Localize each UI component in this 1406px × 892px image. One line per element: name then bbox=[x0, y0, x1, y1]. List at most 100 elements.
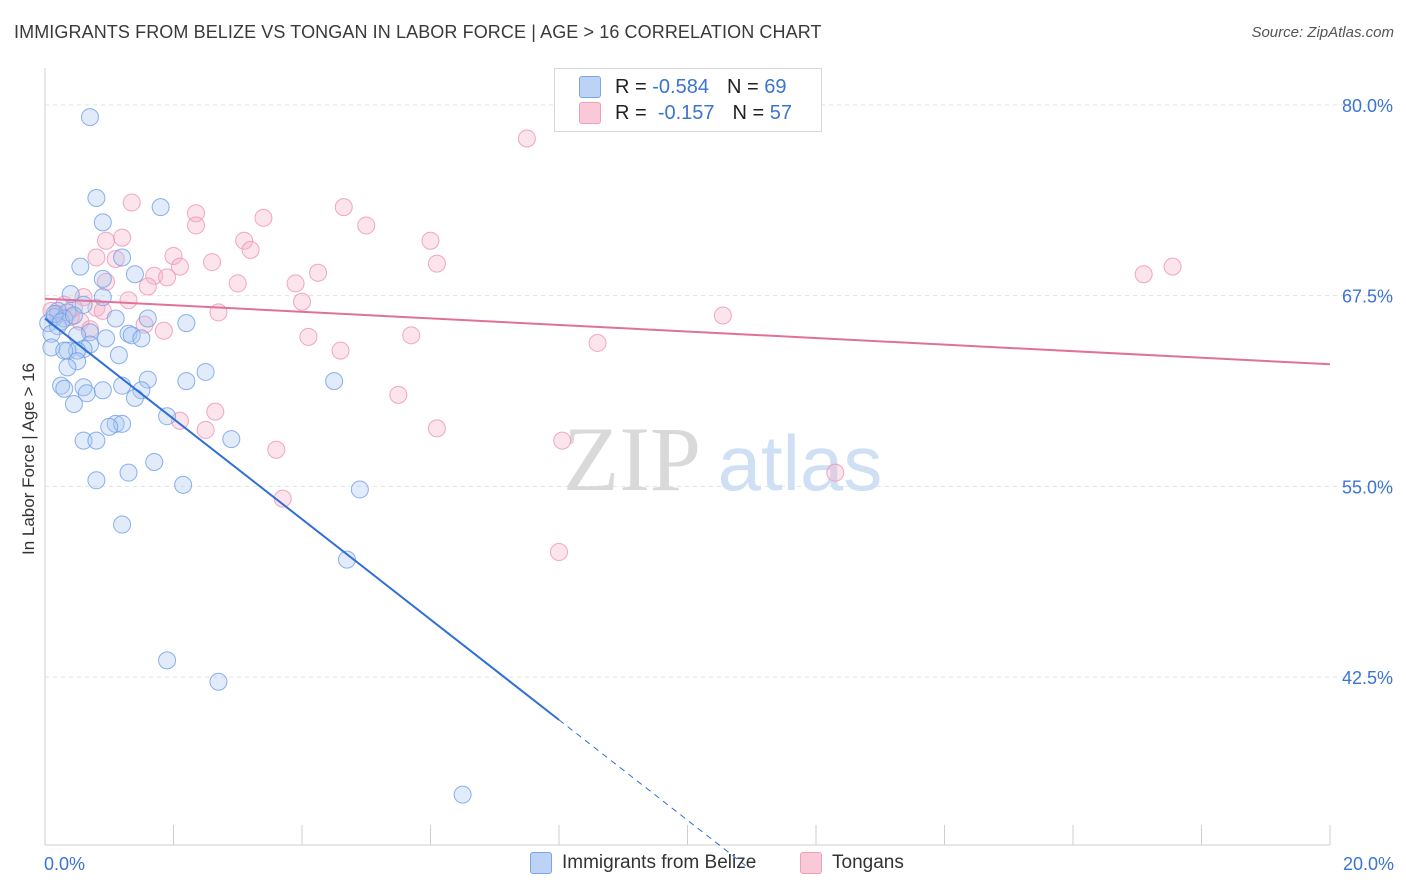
tongan-point bbox=[228, 274, 247, 293]
legend-n-label: N = bbox=[726, 75, 759, 98]
legend-swatch-tongan bbox=[579, 102, 601, 124]
tongan-point bbox=[550, 543, 568, 562]
tongan-point bbox=[1134, 265, 1153, 284]
tongan-point bbox=[267, 440, 286, 459]
belize-point bbox=[45, 304, 64, 323]
belize-point bbox=[93, 381, 112, 400]
tongan-point bbox=[427, 254, 446, 273]
tongan-point bbox=[427, 419, 446, 438]
belize-point bbox=[125, 265, 144, 284]
watermark-zip: ZIP bbox=[563, 408, 701, 510]
belize-point bbox=[138, 370, 157, 389]
belize-point bbox=[55, 379, 74, 398]
belize-point bbox=[209, 672, 228, 691]
belize-point bbox=[52, 376, 71, 395]
belize-point bbox=[122, 326, 141, 345]
tongan-point bbox=[553, 431, 572, 450]
legend-r-label: R = bbox=[615, 75, 647, 98]
tongan-point bbox=[170, 257, 189, 276]
legend-r-value: -0.584 bbox=[652, 75, 709, 98]
legend-r-label: R = bbox=[615, 101, 647, 124]
tongan-point bbox=[97, 231, 116, 250]
trend-lines bbox=[44, 297, 1331, 869]
y-tick-label: 80.0% bbox=[1342, 96, 1393, 116]
tongan-point bbox=[357, 216, 376, 235]
tongan-point bbox=[331, 341, 350, 360]
belize-point bbox=[39, 314, 58, 333]
belize-point bbox=[109, 346, 128, 365]
tongan-point bbox=[286, 274, 305, 293]
y-tick-label: 55.0% bbox=[1342, 477, 1393, 497]
belize-point bbox=[132, 329, 151, 348]
belize-point bbox=[87, 471, 106, 490]
belize-point bbox=[97, 329, 116, 348]
tick-labels: 42.5% 55.0% 67.5% 80.0% 0.0% 20.0% bbox=[44, 96, 1394, 874]
tongan-point bbox=[517, 129, 536, 148]
legend-row-tongan: R = -0.157 N = 57 bbox=[579, 101, 792, 125]
watermark: ZIP atlas bbox=[563, 408, 882, 510]
belize-point bbox=[93, 213, 112, 232]
belize-point bbox=[158, 407, 177, 426]
legend-item-belize: Immigrants from Belize bbox=[530, 852, 756, 874]
tongan-point bbox=[334, 198, 353, 217]
belize-point bbox=[80, 108, 99, 127]
belize-point bbox=[106, 309, 125, 328]
belize-point bbox=[113, 515, 132, 534]
tongan-point bbox=[138, 277, 157, 296]
legend-item-tongan: Tongans bbox=[800, 852, 904, 874]
belize-point bbox=[61, 285, 80, 304]
tongan-point bbox=[299, 327, 318, 346]
belize-point bbox=[100, 417, 119, 436]
tongan-point bbox=[1163, 257, 1182, 276]
belize-point bbox=[64, 306, 83, 325]
tongan-point bbox=[235, 231, 254, 250]
chart-title: IMMIGRANTS FROM BELIZE VS TONGAN IN LABO… bbox=[14, 22, 822, 42]
tongan-point bbox=[588, 333, 607, 352]
tongan-point bbox=[402, 326, 421, 345]
watermark-atlas: atlas bbox=[718, 419, 883, 507]
belize-point bbox=[337, 550, 356, 569]
belize-point bbox=[58, 358, 77, 377]
grid-lines bbox=[45, 104, 1392, 678]
tongan-point bbox=[196, 420, 215, 439]
belize-point bbox=[93, 288, 112, 307]
legend-swatch-belize bbox=[530, 852, 552, 874]
x-tick-label: 0.0% bbox=[44, 854, 85, 874]
tongan-point bbox=[122, 193, 141, 212]
legend-swatch-tongan bbox=[800, 852, 822, 874]
belize-point bbox=[87, 431, 106, 450]
belize-point bbox=[68, 352, 87, 371]
tongan-point bbox=[106, 250, 125, 269]
legend-swatch-belize bbox=[579, 76, 601, 98]
tongan-point bbox=[186, 204, 205, 223]
belize-point bbox=[177, 372, 196, 391]
tongan-point bbox=[293, 292, 311, 311]
y-tick-label: 42.5% bbox=[1342, 668, 1393, 688]
belize-point bbox=[177, 314, 196, 333]
tongan-point bbox=[389, 385, 408, 404]
source-label: Source: ZipAtlas.com bbox=[1251, 24, 1394, 41]
correlation-legend: R = -0.584 N = 69 R = -0.157 N = 57 bbox=[554, 68, 822, 132]
tongan-point bbox=[826, 463, 845, 482]
tongan-point bbox=[158, 268, 177, 287]
belize-point bbox=[64, 394, 83, 413]
legend-n-value: 69 bbox=[764, 75, 787, 98]
belize-point bbox=[93, 269, 112, 288]
x-tick-label: 20.0% bbox=[1343, 854, 1394, 874]
tongan-point bbox=[309, 263, 328, 282]
legend-r-value: -0.157 bbox=[657, 101, 715, 124]
tongan-point bbox=[154, 321, 173, 340]
legend-label-tongan: Tongans bbox=[832, 852, 904, 873]
tongan-point bbox=[203, 253, 222, 272]
belize-point bbox=[222, 430, 241, 449]
belize-trend-extension bbox=[558, 719, 749, 869]
tongan-point bbox=[241, 240, 260, 259]
tongan-point bbox=[254, 208, 273, 227]
belize-point bbox=[74, 431, 93, 450]
tongan-point bbox=[421, 231, 440, 250]
tongan-point bbox=[87, 248, 106, 267]
tongan-point bbox=[206, 402, 225, 421]
belize-point bbox=[77, 384, 96, 403]
tongan-trend-line bbox=[44, 297, 1331, 366]
tongan-point bbox=[119, 291, 138, 310]
